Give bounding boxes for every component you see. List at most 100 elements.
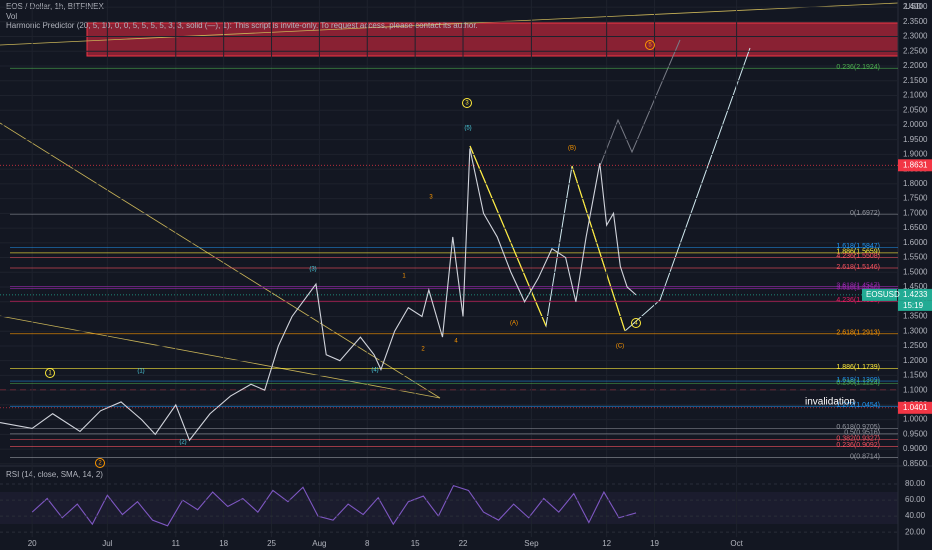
- price-tag-label: 1.0401: [903, 403, 928, 412]
- wave-label: (2): [179, 440, 186, 446]
- fib-label: 1.618(1.5847): [836, 243, 880, 250]
- x-tick-label: 8: [365, 539, 370, 548]
- y-tick-label: 2.3500: [903, 17, 928, 26]
- price-tag-label: 1.8631: [903, 160, 928, 169]
- rsi-tick-label: 60.00: [905, 495, 926, 504]
- fib-label: 1.272(1.0454): [836, 402, 880, 409]
- fib-label: 4.236(1.5508): [836, 253, 880, 260]
- y-tick-label: 1.5500: [903, 253, 928, 262]
- countdown-label: 15:19: [903, 301, 924, 310]
- rsi-tick-label: 40.00: [905, 511, 926, 520]
- x-tick-label: 12: [602, 539, 611, 548]
- price-line: [0, 148, 637, 442]
- wave-label: 2: [98, 461, 102, 467]
- y-tick-label: 1.5000: [903, 267, 928, 276]
- wave-label: 2: [421, 347, 425, 353]
- y-tick-label: 1.9500: [903, 135, 928, 144]
- y-tick-label: 1.2500: [903, 341, 928, 350]
- supply-zone: [86, 22, 899, 57]
- y-tick-label: 0.9000: [903, 444, 928, 453]
- wave-label: (3): [309, 267, 316, 273]
- fib-label: 2.618(1.2913): [836, 330, 880, 337]
- x-tick-label: 25: [267, 539, 276, 548]
- fib-label: 0.618(0.9705): [836, 424, 880, 431]
- rsi-tick-label: 80.00: [905, 479, 926, 488]
- wave-circle: [45, 368, 55, 378]
- wave-label: invalidation: [805, 397, 855, 408]
- alt-projection: [599, 39, 681, 167]
- wave-label: (1): [137, 369, 144, 375]
- rsi-tick-label: 20.00: [905, 527, 926, 536]
- price-tag-label: 1.4233: [903, 290, 928, 299]
- wave-label: 5: [648, 43, 652, 49]
- wave-label: (5): [464, 126, 471, 132]
- wave-circle: [95, 458, 105, 468]
- countdown-tag: [898, 300, 932, 311]
- y-tick-label: 2.0000: [903, 120, 928, 129]
- rsi-title: RSI (14, close, SMA, 14, 2): [6, 470, 103, 479]
- x-tick-label: 22: [459, 539, 468, 548]
- wave-circle: [631, 318, 641, 328]
- y-tick-label: 1.6000: [903, 238, 928, 247]
- x-tick-label: 20: [28, 539, 37, 548]
- y-tick-label: 1.9000: [903, 150, 928, 159]
- wave-label: (4): [371, 368, 378, 374]
- y-tick-label: 1.1000: [903, 385, 928, 394]
- y-tick-label: 1.8000: [903, 179, 928, 188]
- fib-label: 0(0.8714): [850, 453, 880, 460]
- wave-label: 1: [48, 371, 52, 377]
- wave-label: (B): [568, 146, 576, 152]
- y-tick-label: 1.2000: [903, 356, 928, 365]
- y-tick-label: 1.4500: [903, 282, 928, 291]
- y-tick-label: 2.2000: [903, 61, 928, 70]
- fib-label: 1.618(1.1309): [836, 377, 880, 384]
- wave-label: 3: [429, 195, 433, 201]
- y-tick-label: 2.1500: [903, 76, 928, 85]
- fib-label: 0.236(2.1924): [836, 64, 880, 71]
- price-tag: [898, 159, 932, 172]
- fib-label: 0.236(0.9092): [836, 442, 880, 449]
- y-tick-label: 1.1500: [903, 371, 928, 380]
- x-tick-label: Oct: [730, 539, 743, 548]
- y-tick-label: 2.4000: [903, 2, 928, 11]
- wave-circle: [645, 40, 655, 50]
- y-tick-label: 2.0500: [903, 105, 928, 114]
- fib-label: 0.236(1.1224): [836, 379, 880, 386]
- trendline: [0, 2, 899, 46]
- fib-label: 1.886(1.1739): [836, 364, 880, 371]
- harmonic-leg: [571, 165, 626, 332]
- y-tick-label: 1.3000: [903, 326, 928, 335]
- fib-label: 2.618(1.5146): [836, 264, 880, 271]
- wave-label: 4: [454, 339, 458, 345]
- axis-unit: USD: [905, 2, 922, 11]
- x-tick-label: Sep: [524, 539, 539, 548]
- x-tick-label: Aug: [312, 539, 326, 548]
- fib-label: 3.618(1.4450): [836, 284, 880, 291]
- x-tick-label: 19: [650, 539, 659, 548]
- x-tick-label: 15: [411, 539, 420, 548]
- y-tick-label: 1.7000: [903, 208, 928, 217]
- fib-label: 3.618(1.4517): [836, 282, 880, 289]
- y-tick-label: 2.3000: [903, 32, 928, 41]
- y-tick-label: 2.1000: [903, 91, 928, 100]
- price-line: [31, 484, 637, 527]
- wave-label: (C): [616, 344, 624, 350]
- fib-label: 0.5(0.9516): [844, 430, 880, 437]
- y-tick-label: 0.9500: [903, 429, 928, 438]
- trendline: [0, 315, 441, 399]
- wave-circle: [462, 98, 472, 108]
- fib-label: 0(1.6972): [850, 210, 880, 217]
- x-tick-label: 11: [172, 539, 181, 548]
- price-tag: [898, 288, 932, 301]
- x-tick-label: 18: [219, 539, 228, 548]
- y-tick-label: 0.8500: [903, 459, 928, 468]
- harmonic-leg: [469, 145, 547, 327]
- fib-label: 0.382(0.9327): [836, 435, 880, 442]
- symbol-label: EOSUSD: [866, 290, 900, 299]
- y-tick-label: 1.6500: [903, 223, 928, 232]
- wave-label: (A): [510, 321, 518, 327]
- rsi-band: [0, 492, 898, 524]
